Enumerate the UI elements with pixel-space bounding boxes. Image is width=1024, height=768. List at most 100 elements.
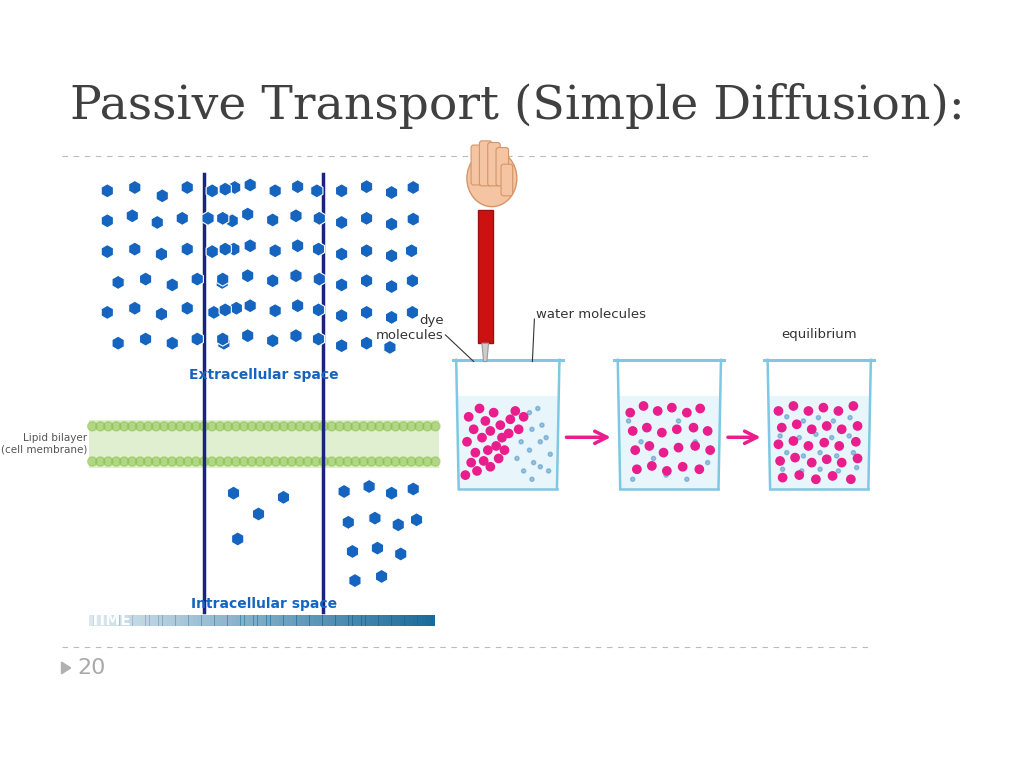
Circle shape xyxy=(651,456,655,461)
Circle shape xyxy=(691,442,699,450)
FancyBboxPatch shape xyxy=(270,614,275,627)
Polygon shape xyxy=(101,306,114,319)
Polygon shape xyxy=(227,242,240,257)
Circle shape xyxy=(639,440,643,444)
Polygon shape xyxy=(156,189,168,203)
FancyBboxPatch shape xyxy=(487,143,500,186)
Circle shape xyxy=(828,472,837,480)
Polygon shape xyxy=(376,569,388,584)
Polygon shape xyxy=(112,276,124,290)
FancyBboxPatch shape xyxy=(395,614,400,627)
Circle shape xyxy=(120,457,129,466)
Polygon shape xyxy=(266,273,279,288)
Circle shape xyxy=(351,422,360,431)
FancyBboxPatch shape xyxy=(266,614,270,627)
FancyBboxPatch shape xyxy=(145,614,150,627)
Polygon shape xyxy=(217,211,228,225)
FancyBboxPatch shape xyxy=(218,614,223,627)
Circle shape xyxy=(423,422,432,431)
Circle shape xyxy=(319,457,329,466)
Polygon shape xyxy=(219,242,231,257)
Circle shape xyxy=(143,422,153,431)
Polygon shape xyxy=(269,184,282,198)
Polygon shape xyxy=(411,513,423,527)
Circle shape xyxy=(240,457,249,466)
Circle shape xyxy=(231,457,241,466)
FancyBboxPatch shape xyxy=(106,614,111,627)
Circle shape xyxy=(852,438,860,446)
FancyBboxPatch shape xyxy=(257,614,262,627)
FancyBboxPatch shape xyxy=(430,614,435,627)
FancyBboxPatch shape xyxy=(391,614,396,627)
Polygon shape xyxy=(360,306,373,319)
FancyBboxPatch shape xyxy=(141,614,145,627)
Polygon shape xyxy=(202,211,214,225)
Circle shape xyxy=(631,446,639,455)
Circle shape xyxy=(399,457,408,466)
Circle shape xyxy=(639,402,648,410)
Circle shape xyxy=(415,422,424,431)
Circle shape xyxy=(415,457,424,466)
Circle shape xyxy=(465,412,473,421)
Polygon shape xyxy=(266,213,279,227)
Polygon shape xyxy=(181,301,194,316)
Polygon shape xyxy=(101,184,114,198)
Circle shape xyxy=(668,403,676,412)
Polygon shape xyxy=(310,184,323,198)
Circle shape xyxy=(648,462,656,470)
FancyBboxPatch shape xyxy=(309,614,314,627)
Circle shape xyxy=(675,443,683,452)
Text: water molecules: water molecules xyxy=(536,307,646,320)
Circle shape xyxy=(399,422,408,431)
Polygon shape xyxy=(312,332,325,346)
Polygon shape xyxy=(385,185,397,200)
Circle shape xyxy=(95,422,104,431)
FancyBboxPatch shape xyxy=(313,614,318,627)
Circle shape xyxy=(280,422,289,431)
Circle shape xyxy=(489,409,498,417)
FancyBboxPatch shape xyxy=(426,614,431,627)
Circle shape xyxy=(471,449,479,457)
Polygon shape xyxy=(312,242,325,257)
Polygon shape xyxy=(313,211,326,225)
Circle shape xyxy=(774,440,782,449)
FancyBboxPatch shape xyxy=(150,614,155,627)
Polygon shape xyxy=(394,547,407,561)
Polygon shape xyxy=(408,482,420,496)
Circle shape xyxy=(160,422,169,431)
Polygon shape xyxy=(292,299,304,313)
Circle shape xyxy=(223,422,232,431)
Polygon shape xyxy=(342,515,354,529)
FancyBboxPatch shape xyxy=(361,614,366,627)
Circle shape xyxy=(780,467,784,472)
FancyBboxPatch shape xyxy=(344,614,348,627)
FancyBboxPatch shape xyxy=(478,210,493,343)
Circle shape xyxy=(112,422,121,431)
FancyBboxPatch shape xyxy=(124,614,128,627)
Circle shape xyxy=(175,422,184,431)
Circle shape xyxy=(359,457,369,466)
Circle shape xyxy=(820,439,828,447)
Circle shape xyxy=(135,422,144,431)
Circle shape xyxy=(497,421,505,429)
Circle shape xyxy=(838,425,846,433)
Text: Extracellular space: Extracellular space xyxy=(189,368,339,382)
Circle shape xyxy=(506,415,514,423)
Polygon shape xyxy=(408,180,420,194)
Polygon shape xyxy=(336,247,348,261)
FancyBboxPatch shape xyxy=(288,614,293,627)
Circle shape xyxy=(498,433,506,442)
Polygon shape xyxy=(269,243,282,258)
Circle shape xyxy=(120,422,129,431)
FancyBboxPatch shape xyxy=(111,614,116,627)
FancyBboxPatch shape xyxy=(317,614,323,627)
Polygon shape xyxy=(349,574,361,588)
Circle shape xyxy=(215,422,224,431)
Circle shape xyxy=(367,422,376,431)
Circle shape xyxy=(152,457,161,466)
Polygon shape xyxy=(360,211,373,225)
Circle shape xyxy=(706,446,715,455)
Circle shape xyxy=(695,465,703,473)
FancyBboxPatch shape xyxy=(202,614,206,627)
Polygon shape xyxy=(156,307,168,321)
